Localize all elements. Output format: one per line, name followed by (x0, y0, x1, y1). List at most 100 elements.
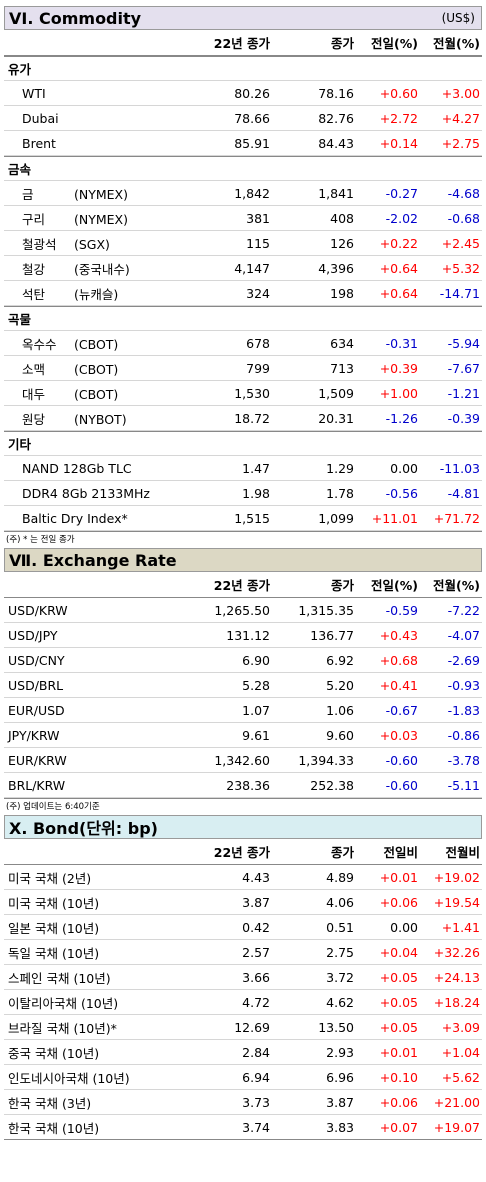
monthly-change-cell: -11.03 (439, 460, 480, 476)
monthly-change-cell: +24.13 (433, 969, 480, 985)
bond-title: X. Bond(단위: bp) (9, 819, 158, 838)
daily-change-cell: +0.01 (379, 869, 418, 885)
prev-year-close-cell: 3.66 (242, 969, 270, 985)
table-row: 미국 국채 (10년) 3.87 4.06 +0.06 +19.54 (4, 890, 482, 915)
prev-year-close-cell: 18.72 (234, 410, 270, 426)
daily-change-cell: +0.07 (379, 1119, 418, 1135)
table-row: USD/BRL 5.28 5.20 +0.41 -0.93 (4, 673, 482, 698)
col-daily-change: 전일비 (383, 845, 418, 860)
daily-change-cell: +0.39 (379, 360, 418, 376)
commodity-unit: (US$) (441, 11, 475, 25)
row-label: 석탄 (뉴캐슬) (4, 284, 188, 303)
close-cell: 6.92 (326, 652, 354, 668)
item-name: 대두 (22, 386, 46, 402)
daily-change-cell: +0.04 (379, 944, 418, 960)
monthly-change-cell: -0.68 (447, 210, 480, 226)
item-market: (중국내수) (74, 261, 130, 277)
close-cell: 20.31 (318, 410, 354, 426)
item-market: (CBOT) (74, 386, 119, 402)
prev-year-close-cell: 2.84 (242, 1044, 270, 1060)
group-row-3: 기타 (4, 431, 482, 456)
close-cell: 78.16 (318, 85, 354, 101)
table-row: 구리 (NYMEX) 381 408 -2.02 -0.68 (4, 206, 482, 231)
commodity-note: (주) * 는 전일 종가 (4, 531, 482, 548)
close-cell: 1.06 (326, 702, 354, 718)
row-label: Dubai (4, 111, 188, 126)
monthly-change-cell: +4.27 (441, 110, 480, 126)
item-name: WTI (22, 85, 46, 101)
close-cell: 13.50 (318, 1019, 354, 1035)
prev-year-close-cell: 3.74 (242, 1119, 270, 1135)
daily-change-cell: +0.68 (379, 652, 418, 668)
exchange-table-body: USD/KRW 1,265.50 1,315.35 -0.59 -7.22 USD/JPY… (4, 598, 482, 798)
close-cell: 4.62 (326, 994, 354, 1010)
daily-change-cell: +0.60 (379, 85, 418, 101)
group-label: 기타 (8, 437, 32, 452)
table-row: 한국 국채 (10년) 3.74 3.83 +0.07 +19.07 (4, 1115, 482, 1140)
group-label: 곡물 (8, 312, 32, 327)
commodity-title: VI. Commodity (9, 8, 142, 28)
close-cell: 1,394.33 (298, 752, 354, 768)
monthly-change-cell: -4.81 (447, 485, 480, 501)
daily-change-cell: +0.64 (379, 285, 418, 301)
item-name: Brent (22, 135, 56, 151)
row-label: JPY/KRW (8, 727, 60, 743)
prev-year-close-cell: 9.61 (242, 727, 270, 743)
daily-change-cell: +0.43 (379, 627, 418, 643)
prev-year-close-cell: 6.90 (242, 652, 270, 668)
daily-change-cell: -1.26 (385, 410, 418, 426)
monthly-change-cell: -14.71 (439, 285, 480, 301)
col-prev-year-close: 22년 종가 (213, 36, 270, 51)
daily-change-cell: +1.00 (379, 385, 418, 401)
prev-year-close-cell: 3.87 (242, 894, 270, 910)
daily-change-cell: -0.60 (385, 752, 418, 768)
row-label: Baltic Dry Index* (4, 511, 188, 526)
col-daily-change: 전일(%) (371, 36, 418, 51)
monthly-change-cell: +18.24 (433, 994, 480, 1010)
table-row: DDR4 8Gb 2133MHz 1.98 1.78 -0.56 -4.81 (4, 481, 482, 506)
item-market: (뉴캐슬) (74, 286, 119, 302)
daily-change-cell: +0.06 (379, 1094, 418, 1110)
monthly-change-cell: -4.07 (447, 627, 480, 643)
close-cell: 713 (330, 360, 354, 376)
close-cell: 1.78 (326, 485, 354, 501)
table-row: 한국 국채 (3년) 3.73 3.87 +0.06 +21.00 (4, 1090, 482, 1115)
col-daily-change: 전일(%) (371, 578, 418, 593)
group-row-1: 금속 (4, 156, 482, 181)
row-label: 원당 (NYBOT) (4, 409, 188, 428)
monthly-change-cell: +2.45 (441, 235, 480, 251)
monthly-change-cell: +19.07 (433, 1119, 480, 1135)
table-row: Baltic Dry Index* 1,515 1,099 +11.01 +71.72 (4, 506, 482, 531)
close-cell: 0.51 (326, 919, 354, 935)
row-label: USD/JPY (8, 627, 58, 643)
close-cell: 2.93 (326, 1044, 354, 1060)
bond-column-header: 22년 종가 종가 전일비 전월비 (4, 839, 482, 865)
row-label: EUR/KRW (8, 752, 67, 768)
table-row: USD/JPY 131.12 136.77 +0.43 -4.07 (4, 623, 482, 648)
prev-year-close-cell: 238.36 (226, 777, 270, 793)
table-row: 브라질 국채 (10년)* 12.69 13.50 +0.05 +3.09 (4, 1015, 482, 1040)
item-market: (CBOT) (74, 361, 119, 377)
prev-year-close-cell: 4,147 (234, 260, 270, 276)
close-cell: 9.60 (326, 727, 354, 743)
table-row: 미국 국채 (2년) 4.43 4.89 +0.01 +19.02 (4, 865, 482, 890)
close-cell: 634 (330, 335, 354, 351)
col-close: 종가 (330, 36, 354, 51)
table-row: 스페인 국채 (10년) 3.66 3.72 +0.05 +24.13 (4, 965, 482, 990)
monthly-change-cell: -4.68 (447, 185, 480, 201)
bond-header: X. Bond(단위: bp) (4, 815, 482, 839)
row-label: 스페인 국채 (10년) (8, 970, 111, 986)
table-row: Dubai 78.66 82.76 +2.72 +4.27 (4, 106, 482, 131)
daily-change-cell: 0.00 (390, 919, 418, 935)
item-name: 원당 (22, 411, 46, 427)
table-row: NAND 128Gb TLC 1.47 1.29 0.00 -11.03 (4, 456, 482, 481)
table-row: WTI 80.26 78.16 +0.60 +3.00 (4, 81, 482, 106)
prev-year-close-cell: 131.12 (226, 627, 270, 643)
group-row-0: 유가 (4, 56, 482, 81)
item-name: 철광석 (22, 236, 57, 252)
daily-change-cell: +0.64 (379, 260, 418, 276)
col-prev-year-close: 22년 종가 (213, 578, 270, 593)
prev-year-close-cell: 799 (246, 360, 270, 376)
table-row: 일본 국채 (10년) 0.42 0.51 0.00 +1.41 (4, 915, 482, 940)
col-close: 종가 (330, 845, 354, 860)
